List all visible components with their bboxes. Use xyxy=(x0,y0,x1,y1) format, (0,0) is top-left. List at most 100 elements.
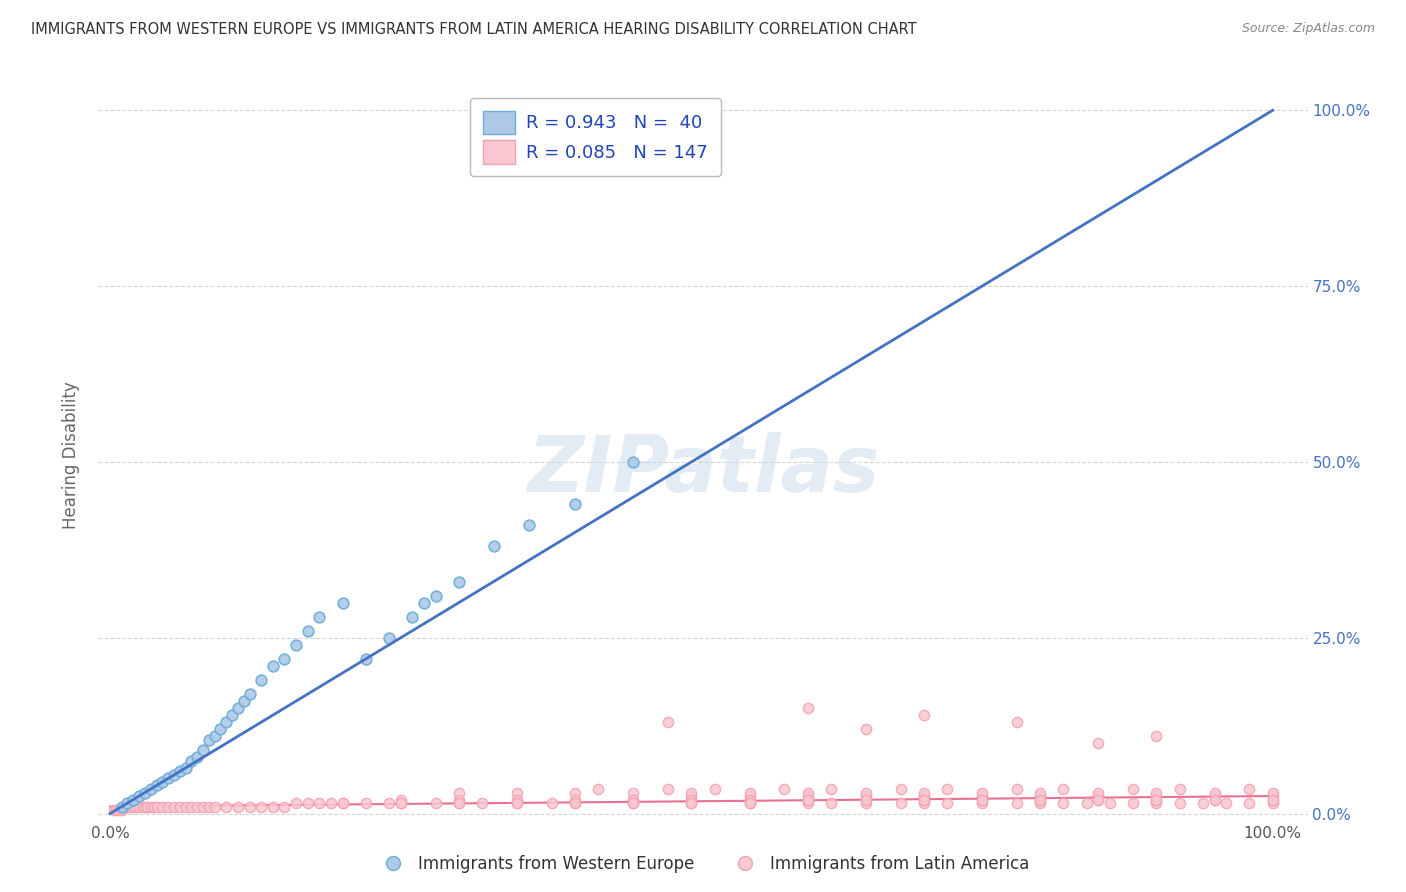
Point xyxy=(136,799,159,814)
Point xyxy=(517,518,540,533)
Point xyxy=(471,796,494,810)
Point xyxy=(174,761,197,775)
Point xyxy=(1029,785,1052,799)
Point xyxy=(389,792,412,806)
Point xyxy=(389,796,412,810)
Point xyxy=(621,792,644,806)
Point xyxy=(796,701,818,715)
Point xyxy=(855,792,877,806)
Point xyxy=(226,701,249,715)
Point xyxy=(150,775,173,789)
Point xyxy=(936,782,959,797)
Point xyxy=(1168,782,1191,797)
Point xyxy=(204,729,226,743)
Point xyxy=(157,799,180,814)
Point xyxy=(1052,782,1074,797)
Point xyxy=(1087,792,1109,806)
Point xyxy=(564,796,586,810)
Point xyxy=(139,799,162,814)
Y-axis label: Hearing Disability: Hearing Disability xyxy=(62,381,80,529)
Point xyxy=(912,789,935,803)
Point xyxy=(1239,796,1261,810)
Point xyxy=(401,609,423,624)
Text: ZIPatlas: ZIPatlas xyxy=(527,432,879,508)
Point xyxy=(912,785,935,799)
Point xyxy=(198,732,221,747)
Legend: Immigrants from Western Europe, Immigrants from Latin America: Immigrants from Western Europe, Immigran… xyxy=(370,848,1036,880)
Point xyxy=(332,596,354,610)
Point xyxy=(540,796,562,810)
Point xyxy=(621,796,644,810)
Point xyxy=(681,789,703,803)
Point xyxy=(1087,792,1109,806)
Point xyxy=(564,792,586,806)
Point xyxy=(1144,792,1167,806)
Point xyxy=(1204,789,1226,803)
Point xyxy=(855,785,877,799)
Point xyxy=(209,723,232,737)
Point xyxy=(131,799,153,814)
Point xyxy=(1144,789,1167,803)
Point xyxy=(112,799,135,814)
Point xyxy=(204,799,226,814)
Text: IMMIGRANTS FROM WESTERN EUROPE VS IMMIGRANTS FROM LATIN AMERICA HEARING DISABILI: IMMIGRANTS FROM WESTERN EUROPE VS IMMIGR… xyxy=(31,22,917,37)
Point xyxy=(163,799,186,814)
Point xyxy=(250,799,273,814)
Point xyxy=(108,803,131,817)
Point xyxy=(198,799,221,814)
Point xyxy=(262,799,284,814)
Point xyxy=(621,455,644,469)
Point xyxy=(796,789,818,803)
Point xyxy=(1261,792,1284,806)
Point xyxy=(621,796,644,810)
Point xyxy=(285,638,308,652)
Point xyxy=(1144,792,1167,806)
Point xyxy=(285,796,308,810)
Point xyxy=(378,796,401,810)
Point xyxy=(273,799,295,814)
Text: Source: ZipAtlas.com: Source: ZipAtlas.com xyxy=(1241,22,1375,36)
Point xyxy=(1215,796,1237,810)
Point xyxy=(681,796,703,810)
Point xyxy=(186,799,208,814)
Point xyxy=(1144,796,1167,810)
Point xyxy=(111,803,134,817)
Point xyxy=(588,782,610,797)
Point xyxy=(447,785,470,799)
Point xyxy=(506,785,529,799)
Point xyxy=(912,792,935,806)
Point xyxy=(1029,789,1052,803)
Point xyxy=(681,785,703,799)
Point xyxy=(621,792,644,806)
Point xyxy=(564,785,586,799)
Point xyxy=(1122,796,1144,810)
Point xyxy=(447,796,470,810)
Point xyxy=(738,796,761,810)
Point xyxy=(1261,789,1284,803)
Point xyxy=(308,796,330,810)
Point xyxy=(773,782,796,797)
Point xyxy=(1144,729,1167,743)
Point xyxy=(128,799,150,814)
Point xyxy=(970,789,993,803)
Point xyxy=(1087,789,1109,803)
Point xyxy=(1192,796,1215,810)
Point xyxy=(970,792,993,806)
Point xyxy=(297,624,319,638)
Point xyxy=(855,796,877,810)
Point xyxy=(117,799,139,814)
Point xyxy=(1087,785,1109,799)
Point xyxy=(855,723,877,737)
Point xyxy=(354,796,377,810)
Point xyxy=(1168,796,1191,810)
Point xyxy=(564,796,586,810)
Point xyxy=(413,596,436,610)
Point xyxy=(1029,792,1052,806)
Point xyxy=(890,782,912,797)
Point xyxy=(1144,785,1167,799)
Point xyxy=(134,799,156,814)
Point xyxy=(738,792,761,806)
Point xyxy=(191,743,214,757)
Point xyxy=(120,799,142,814)
Point xyxy=(970,796,993,810)
